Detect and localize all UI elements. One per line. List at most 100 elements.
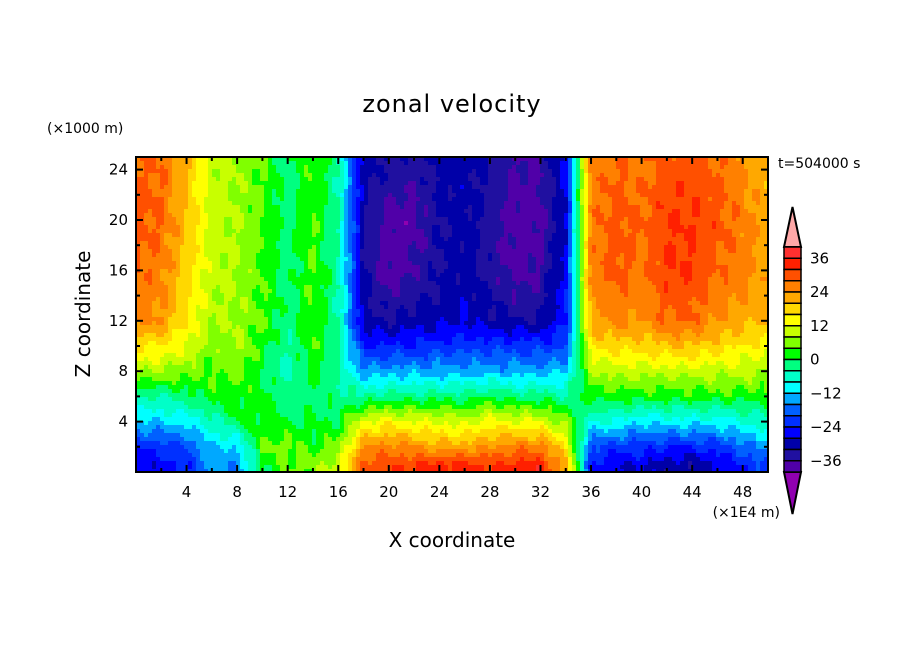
heatmap-cell [336, 265, 341, 270]
heatmap-cell [244, 329, 249, 334]
heatmap-cell [216, 329, 221, 334]
heatmap-cell [236, 453, 241, 458]
heatmap-cell [364, 453, 369, 458]
heatmap-cell [236, 373, 241, 378]
heatmap-cell [328, 229, 333, 234]
heatmap-cell [300, 173, 305, 178]
heatmap-cell [232, 297, 237, 302]
heatmap-cell [248, 369, 253, 374]
heatmap-cell [172, 389, 177, 394]
heatmap-cell [308, 377, 313, 382]
heatmap-cell [244, 197, 249, 202]
heatmap-cell [148, 181, 153, 186]
heatmap-cell [288, 277, 293, 282]
heatmap-cell [168, 369, 173, 374]
heatmap-cell [160, 205, 165, 210]
heatmap-cell [344, 233, 349, 238]
heatmap-cell [220, 233, 225, 238]
heatmap-cell [212, 205, 217, 210]
heatmap-cell [360, 289, 365, 294]
heatmap-cell [352, 437, 357, 442]
heatmap-cell [208, 253, 213, 258]
heatmap-cell [208, 329, 213, 334]
heatmap-cell [384, 213, 389, 218]
heatmap-cell [304, 357, 309, 362]
heatmap-cell [368, 345, 373, 350]
heatmap-cell [336, 333, 341, 338]
heatmap-cell [200, 309, 205, 314]
heatmap-cell [140, 381, 145, 386]
heatmap-cell [144, 337, 149, 342]
heatmap-cell [260, 365, 265, 370]
heatmap-cell [232, 365, 237, 370]
heatmap-cell [260, 269, 265, 274]
heatmap-cell [344, 273, 349, 278]
heatmap-cell [228, 353, 233, 358]
heatmap-cell [252, 189, 257, 194]
heatmap-cell [300, 337, 305, 342]
heatmap-cell [248, 397, 253, 402]
heatmap-cell [324, 309, 329, 314]
heatmap-cell [160, 341, 165, 346]
heatmap-cell [236, 233, 241, 238]
heatmap-cell [224, 169, 229, 174]
heatmap-cell [304, 253, 309, 258]
heatmap-cell [292, 209, 297, 214]
heatmap-cell [200, 189, 205, 194]
heatmap-cell [308, 301, 313, 306]
time-label: t=504000 s [778, 156, 860, 172]
heatmap-cell [204, 249, 209, 254]
heatmap-cell [368, 169, 373, 174]
heatmap-cell [336, 173, 341, 178]
heatmap-cell [200, 373, 205, 378]
heatmap-cell [256, 209, 261, 214]
heatmap-cell [248, 441, 253, 446]
heatmap-cell [356, 193, 361, 198]
heatmap-cell [228, 193, 233, 198]
heatmap-cell [240, 165, 245, 170]
heatmap-cell [276, 313, 281, 318]
heatmap-cell [164, 333, 169, 338]
heatmap-cell [292, 301, 297, 306]
heatmap-cell [152, 465, 157, 470]
heatmap-cell [284, 157, 289, 162]
heatmap-cell [212, 165, 217, 170]
heatmap-cell [312, 353, 317, 358]
heatmap-cell [244, 453, 249, 458]
heatmap-cell [328, 289, 333, 294]
heatmap-cell [276, 405, 281, 410]
heatmap-cell [184, 253, 189, 258]
heatmap-cell [220, 333, 225, 338]
heatmap-cell [228, 229, 233, 234]
heatmap-cell [272, 181, 277, 186]
heatmap-cell [212, 277, 217, 282]
heatmap-cell [184, 373, 189, 378]
heatmap-cell [292, 289, 297, 294]
heatmap-cell [176, 421, 181, 426]
heatmap-cell [340, 209, 345, 214]
heatmap-cell [288, 273, 293, 278]
heatmap-cell [236, 253, 241, 258]
heatmap-cell [324, 381, 329, 386]
heatmap-cell [384, 361, 389, 366]
heatmap-cell [196, 337, 201, 342]
heatmap-cell [256, 453, 261, 458]
heatmap-cell [268, 413, 273, 418]
heatmap-cell [336, 217, 341, 222]
heatmap-cell [316, 177, 321, 182]
heatmap-cell [152, 245, 157, 250]
heatmap-cell [336, 337, 341, 342]
heatmap-cell [188, 437, 193, 442]
heatmap-cell [284, 309, 289, 314]
heatmap-cell [364, 189, 369, 194]
heatmap-cell [332, 177, 337, 182]
heatmap-cell [372, 269, 377, 274]
heatmap-cell [244, 333, 249, 338]
heatmap-cell [352, 429, 357, 434]
heatmap-cell [184, 301, 189, 306]
heatmap-cell [224, 349, 229, 354]
heatmap-cell [312, 449, 317, 454]
heatmap-cell [160, 317, 165, 322]
heatmap-cell [184, 397, 189, 402]
heatmap-cell [340, 289, 345, 294]
